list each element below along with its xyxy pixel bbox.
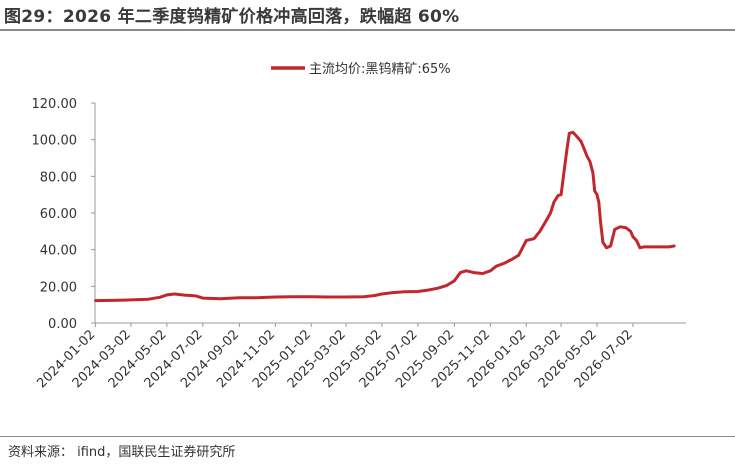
y-tick-label: 120.00	[32, 97, 78, 112]
page-title: 图29：2026 年二季度钨精矿价格冲高回落，跌幅超 60%	[4, 7, 460, 27]
y-axis: 0.00 20.00 40.00 60.00 80.00 100.00 120.00	[32, 97, 96, 332]
legend-label: 主流均价:黑钨精矿:65%	[309, 61, 451, 77]
price-line-chart: 主流均价:黑钨精矿:65% 0.00 20.00 40.00 60.00 80.00 10…	[32, 61, 686, 391]
y-tick-label: 60.00	[40, 207, 77, 222]
series-line	[94, 130, 676, 303]
title-divider	[0, 29, 735, 31]
chart-legend: 主流均价:黑钨精矿:65%	[271, 61, 451, 77]
y-tick-label: 80.00	[40, 170, 77, 185]
x-axis: 2024-01-022024-03-022024-05-022024-07-02…	[34, 322, 686, 391]
y-tick-label: 100.00	[32, 134, 78, 149]
y-tick-label: 0.00	[48, 317, 77, 332]
footer-divider	[0, 436, 735, 437]
source-note: 资料来源： ifind，国联民生证券研究所	[8, 445, 236, 460]
y-tick-label: 40.00	[40, 244, 77, 259]
plot-area	[94, 130, 676, 303]
y-tick-label: 20.00	[40, 280, 77, 295]
